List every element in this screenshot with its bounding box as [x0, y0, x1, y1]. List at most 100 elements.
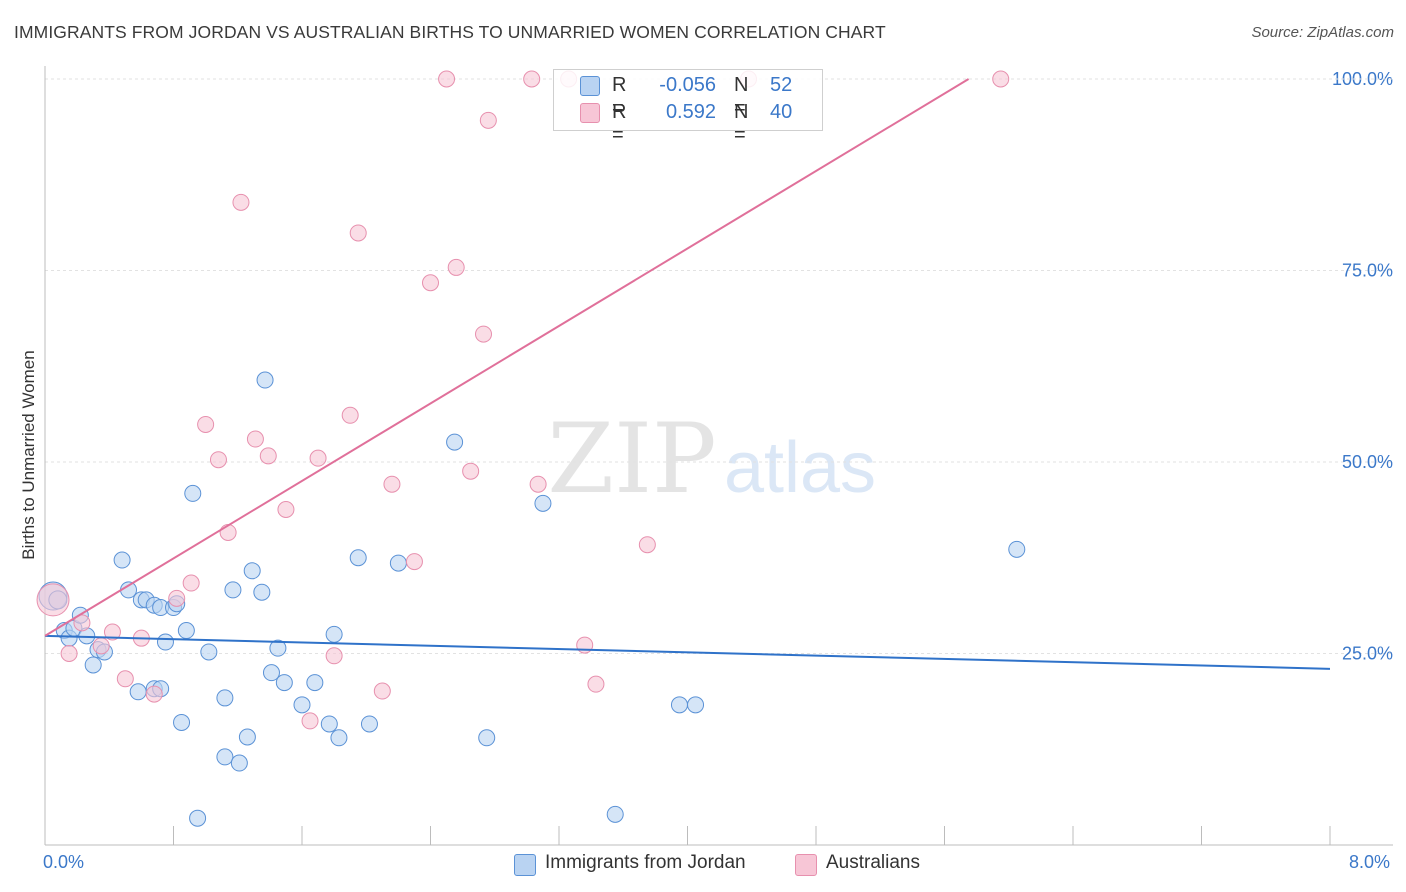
x-tick-label-max: 8.0% — [1349, 852, 1391, 872]
data-point — [306, 674, 324, 692]
data-point — [446, 433, 464, 451]
data-point — [113, 551, 131, 569]
data-point — [168, 589, 186, 607]
data-point — [301, 712, 319, 730]
r-value: -0.056 — [659, 74, 716, 96]
data-point — [224, 581, 242, 599]
r-label: R = — [612, 74, 627, 119]
data-point — [447, 258, 465, 276]
data-point — [349, 224, 367, 242]
data-point — [73, 614, 91, 632]
n-value: 40 — [770, 101, 793, 123]
data-point — [269, 639, 287, 657]
australians-legend-swatch-icon — [795, 854, 817, 876]
data-point — [84, 656, 102, 674]
data-point — [320, 715, 338, 733]
data-point — [309, 449, 327, 467]
data-point — [156, 633, 174, 651]
data-point — [230, 754, 248, 772]
data-point — [60, 645, 78, 662]
data-point — [256, 371, 274, 389]
data-point — [173, 713, 191, 731]
data-point — [341, 406, 359, 424]
data-point — [209, 451, 227, 469]
data-point — [523, 70, 541, 88]
data-point — [529, 475, 547, 493]
chart-title: IMMIGRANTS FROM JORDAN VS AUSTRALIAN BIR… — [14, 22, 886, 42]
data-point — [475, 325, 493, 343]
y-tick-label: 50.0% — [1342, 452, 1393, 472]
data-point — [405, 553, 423, 571]
data-point — [189, 809, 207, 827]
data-point — [383, 475, 401, 493]
data-point — [184, 484, 202, 502]
data-point — [145, 685, 163, 703]
n-label: N = — [734, 101, 749, 146]
data-point — [262, 664, 280, 682]
y-tick-label: 75.0% — [1342, 261, 1393, 281]
data-point — [243, 562, 261, 580]
source-label: Source: ZipAtlas.com — [1251, 24, 1394, 41]
data-point — [219, 523, 237, 541]
data-point — [325, 625, 343, 643]
n-label: N = — [734, 74, 749, 119]
data-point — [216, 748, 234, 766]
r-label: R = — [612, 101, 627, 146]
n-value: 52 — [770, 74, 793, 96]
data-point — [587, 675, 605, 693]
data-point — [1008, 540, 1026, 558]
data-point — [238, 728, 256, 746]
data-point — [116, 670, 134, 688]
correlation-legend: R = -0.056 N = 52 R = 0.592 N = 40 — [553, 69, 823, 146]
data-point — [92, 637, 110, 655]
y-tick-label: 25.0% — [1342, 644, 1393, 664]
data-point — [349, 549, 367, 567]
data-point — [293, 696, 311, 714]
data-point — [373, 682, 391, 700]
data-point — [216, 689, 234, 707]
data-point — [197, 415, 215, 433]
trend-line-jordan — [44, 634, 1331, 670]
data-point — [422, 274, 439, 292]
data-point — [606, 805, 624, 823]
jordan-legend-swatch-icon — [514, 854, 536, 876]
data-point — [277, 500, 295, 518]
data-point — [129, 683, 147, 701]
data-point — [200, 643, 218, 661]
data-point — [478, 729, 496, 747]
data-point — [462, 462, 480, 480]
data-point — [389, 554, 407, 572]
data-point — [534, 494, 552, 512]
legend-label-jordan: Immigrants from Jordan — [545, 852, 746, 873]
data-point — [232, 193, 250, 211]
data-point — [253, 583, 271, 601]
data-point — [330, 729, 348, 747]
data-point — [177, 622, 195, 640]
data-point — [246, 430, 264, 448]
jordan-swatch-icon — [580, 76, 600, 96]
data-point — [182, 574, 200, 592]
legend-label-australians: Australians — [826, 852, 920, 873]
data-point — [259, 447, 277, 465]
data-point — [687, 696, 705, 714]
x-tick-label-min: 0.0% — [43, 852, 85, 872]
data-point — [103, 623, 121, 641]
data-point — [670, 696, 688, 714]
data-point — [360, 715, 378, 733]
data-point — [638, 536, 656, 554]
watermark-zip: ZIP — [547, 403, 716, 515]
data-point — [36, 583, 70, 617]
watermark-atlas: atlas — [724, 428, 876, 508]
series-jordan — [38, 371, 1026, 827]
r-value: 0.592 — [665, 101, 716, 123]
y-tick-label: 100.0% — [1332, 69, 1393, 89]
data-point — [275, 674, 293, 692]
trend-line-australians — [44, 78, 970, 637]
series-legend: Immigrants from Jordan Australians — [0, 852, 1406, 878]
data-point — [438, 70, 456, 88]
data-point — [325, 647, 343, 665]
australians-swatch-icon — [580, 103, 600, 123]
data-point — [479, 111, 497, 129]
data-point — [992, 70, 1010, 88]
